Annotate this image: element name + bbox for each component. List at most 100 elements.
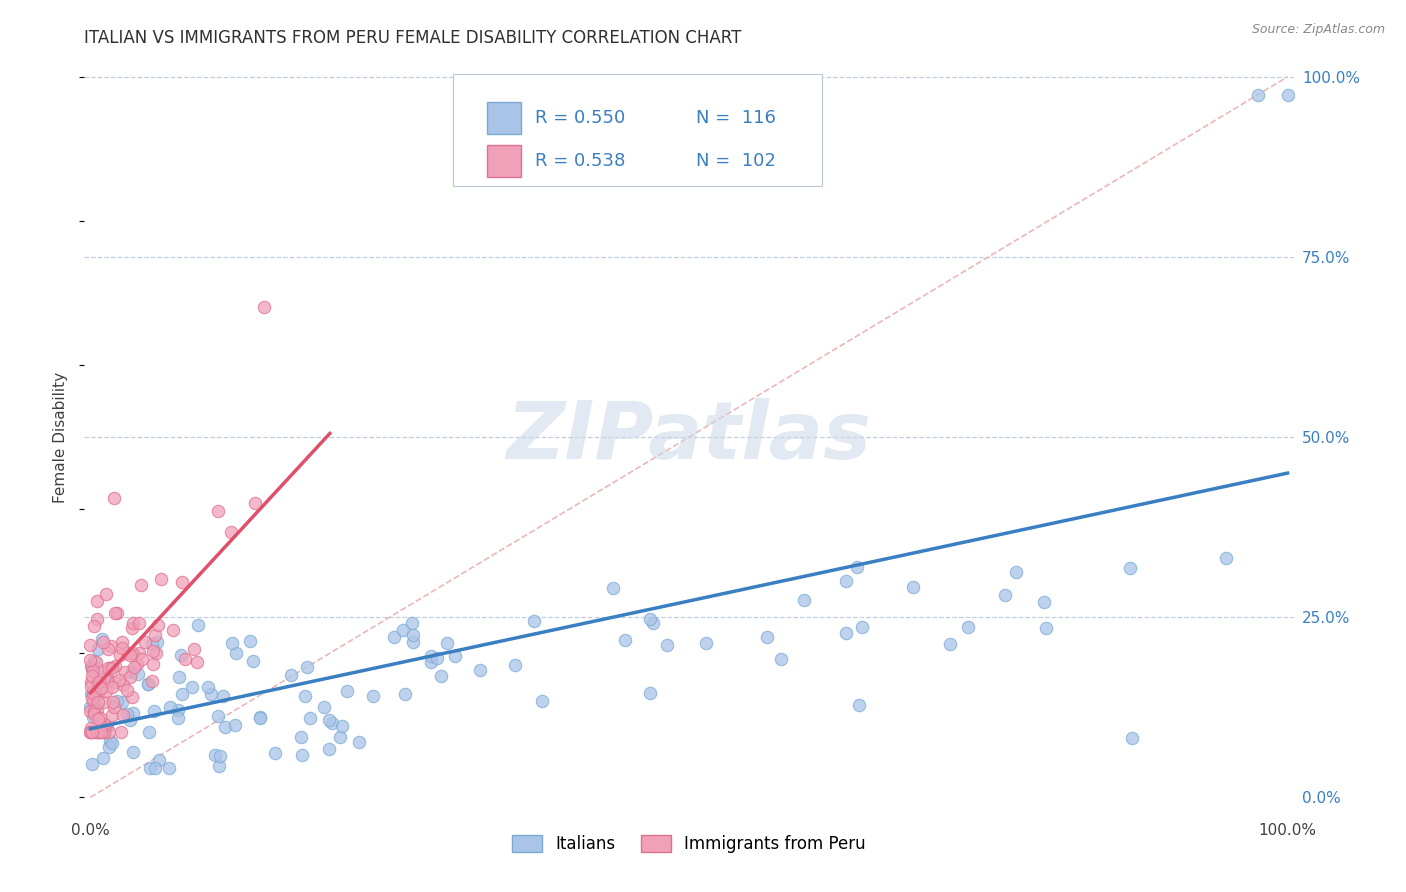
Point [336, 684, 359, 698]
Point [141, 637, 163, 651]
Point [239, 634, 262, 648]
Point [79, 721, 101, 735]
Point [291, 748, 314, 763]
Point [148, 618, 170, 632]
Point [312, 700, 335, 714]
Text: R = 0.550: R = 0.550 [536, 109, 626, 128]
Point [101, 695, 124, 709]
Point [94, 683, 117, 698]
Point [108, 673, 131, 687]
Point [80, 674, 103, 689]
Point [143, 762, 166, 776]
Point [80, 690, 103, 705]
Point [105, 694, 128, 708]
Point [436, 636, 458, 650]
Point [290, 730, 312, 744]
Point [80, 659, 103, 673]
Point [903, 580, 925, 594]
Point [103, 700, 125, 714]
Point [103, 659, 125, 673]
Point [128, 615, 150, 630]
Point [121, 665, 143, 679]
Point [142, 657, 165, 672]
Point [86, 725, 108, 739]
Point [131, 652, 153, 666]
Point [280, 668, 302, 682]
Point [86, 686, 108, 700]
Point [82, 694, 104, 708]
Point [330, 719, 353, 733]
Point [125, 657, 148, 672]
Point [118, 648, 141, 662]
Point [166, 711, 188, 725]
Point [87, 695, 110, 709]
Point [86, 662, 108, 676]
Point [134, 635, 156, 649]
Point [329, 730, 352, 744]
Point [98, 733, 121, 747]
Point [97, 740, 120, 755]
Point [93, 725, 115, 739]
Point [90, 725, 112, 739]
Point [851, 620, 873, 634]
Point [249, 710, 271, 724]
Point [638, 612, 661, 626]
Point [121, 646, 143, 660]
Point [401, 615, 423, 630]
Point [103, 491, 125, 506]
Point [214, 720, 236, 734]
Point [264, 746, 287, 760]
Point [83, 706, 105, 721]
Point [97, 661, 120, 675]
Y-axis label: Female Disability: Female Disability [53, 371, 69, 503]
Point [848, 698, 870, 713]
Point [87, 642, 110, 657]
Point [173, 651, 195, 665]
Text: N =  102: N = 102 [696, 152, 776, 170]
Point [87, 712, 110, 726]
Point [111, 678, 134, 692]
Point [87, 725, 110, 739]
Point [86, 675, 108, 690]
Point [243, 496, 266, 510]
Point [101, 736, 124, 750]
Point [363, 690, 385, 704]
Text: N =  116: N = 116 [696, 109, 776, 128]
Point [197, 681, 219, 695]
Point [117, 706, 139, 721]
Point [96, 587, 118, 601]
Point [834, 626, 856, 640]
Point [159, 700, 181, 714]
Point [93, 717, 115, 731]
Point [83, 704, 105, 718]
Point [295, 660, 318, 674]
Point [127, 667, 149, 681]
Point [167, 670, 190, 684]
Point [321, 716, 343, 731]
Point [143, 705, 166, 719]
Point [150, 572, 173, 586]
Point [242, 654, 264, 668]
Point [148, 753, 170, 767]
Point [96, 720, 118, 734]
Point [298, 711, 321, 725]
Point [641, 616, 664, 631]
Point [83, 654, 105, 668]
Point [87, 725, 110, 739]
Point [98, 661, 121, 675]
Point [294, 689, 316, 703]
Point [402, 635, 425, 649]
Point [82, 664, 104, 678]
Point [755, 630, 778, 644]
Point [638, 686, 661, 700]
FancyBboxPatch shape [486, 145, 520, 177]
Point [444, 649, 467, 664]
Point [183, 642, 205, 657]
Point [86, 683, 108, 698]
Point [129, 578, 152, 592]
Point [97, 641, 120, 656]
Point [91, 632, 114, 647]
Point [208, 758, 231, 772]
Point [80, 725, 103, 739]
Point [221, 636, 243, 650]
